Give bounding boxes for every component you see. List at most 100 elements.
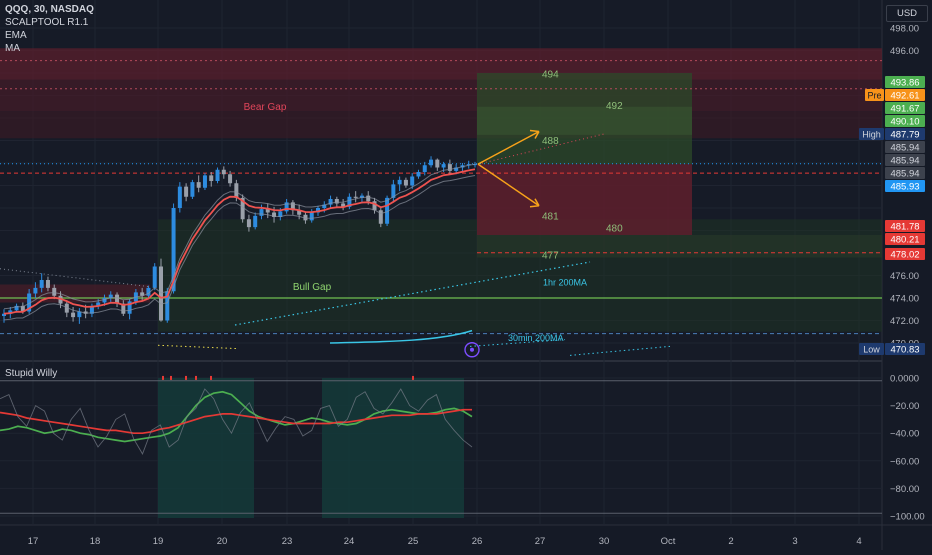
sub-zone-2: [322, 378, 364, 518]
price-label-text-12: 470.83: [890, 345, 919, 356]
candle-body-22: [140, 292, 145, 296]
candle-body-59: [372, 201, 377, 211]
price-label-text-9: 481.78: [890, 222, 919, 233]
target-label-477: 477: [542, 251, 559, 262]
price-tick-3: 476.00: [890, 271, 919, 282]
ma-projection-2: [569, 345, 671, 356]
sub-zone-3: [364, 378, 464, 518]
candle-body-14: [89, 305, 94, 314]
candle-body-37: [234, 183, 239, 198]
candle-body-20: [127, 301, 132, 314]
time-tick-7: 26: [472, 536, 483, 547]
candle-body-8: [52, 287, 57, 296]
alert-marker-dot: [470, 347, 474, 352]
sub-zone-1: [158, 378, 254, 518]
candle-body-33: [209, 175, 214, 181]
price-tag-pre: [865, 89, 884, 101]
candle-body-18: [115, 294, 120, 304]
candle-body-69: [435, 159, 440, 168]
price-tick-0: 498.00: [890, 24, 919, 35]
bear-zone-mid: [0, 79, 882, 112]
candle-body-4: [27, 293, 32, 312]
candle-body-12: [77, 311, 82, 318]
price-label-box-11: [885, 248, 925, 260]
candle-body-30: [190, 182, 195, 197]
price-label-box-1: [885, 89, 925, 101]
time-tick-12: 3: [792, 536, 797, 547]
candle-body-68: [429, 159, 434, 166]
time-tick-13: 4: [856, 536, 861, 547]
price-label-text-3: 490.10: [890, 117, 919, 128]
time-tick-1: 18: [90, 536, 101, 547]
target-label-480: 480: [606, 224, 623, 235]
sub-signal-marker-5: [412, 375, 414, 380]
symbol-title[interactable]: QQQ, 30, NASDAQ: [5, 4, 94, 15]
price-label-box-7: [885, 167, 925, 179]
candle-body-41: [259, 209, 264, 216]
price-label-box-5: [885, 141, 925, 153]
candle-body-57: [359, 195, 364, 198]
arrow-up-line: [477, 130, 540, 165]
target-label-492: 492: [606, 101, 623, 112]
price-label-text-1: 492.61: [890, 91, 919, 102]
price-tag-low: [859, 343, 884, 355]
price-label-text-2: 491.67: [890, 104, 919, 115]
arrow-down-head: [529, 198, 540, 208]
indicator-scalptool[interactable]: SCALPTOOL R1.1: [5, 17, 89, 28]
candle-body-70: [441, 164, 446, 168]
candle-body-43: [272, 212, 277, 217]
price-label-box-0: [885, 76, 925, 88]
sub-tick-5: −100.00: [890, 512, 925, 523]
oscillator-series-1: [0, 408, 472, 435]
candle-body-46: [290, 202, 295, 211]
price-tick-1: 496.00: [890, 46, 919, 57]
ma-band-upper: [3, 163, 476, 310]
sub-signal-marker-0: [162, 375, 164, 380]
candle-body-5: [33, 287, 38, 294]
projection-long-inner: [477, 106, 692, 135]
candle-body-38: [240, 197, 245, 220]
indicator-ema[interactable]: EMA: [5, 30, 27, 41]
candle-body-39: [246, 219, 251, 228]
price-tag-label-4: High: [862, 130, 881, 140]
candle-body-32: [202, 175, 207, 188]
ma-band-lower: [3, 175, 476, 321]
candle-body-11: [71, 312, 76, 318]
candle-body-26: [165, 291, 170, 321]
price-label-text-10: 480.21: [890, 235, 919, 246]
sub-signal-marker-2: [185, 375, 187, 380]
candle-body-54: [341, 203, 346, 207]
time-tick-10: Oct: [661, 536, 676, 547]
subpanel-title[interactable]: Stupid Willy: [5, 368, 58, 379]
candle-body-50: [316, 208, 320, 213]
candle-body-63: [397, 179, 402, 185]
candle-body-74: [466, 164, 471, 166]
oscillator-series-2: [0, 388, 473, 455]
candle-body-3: [20, 305, 25, 312]
price-label-box-8: [885, 180, 925, 192]
time-tick-11: 2: [728, 536, 733, 547]
currency-button[interactable]: USD: [886, 5, 928, 22]
indicator-ma[interactable]: MA: [5, 43, 20, 54]
candle-body-19: [121, 303, 126, 314]
price-label-text-7: 485.94: [890, 169, 919, 180]
time-tick-8: 27: [535, 536, 546, 547]
target-label-488: 488: [542, 136, 559, 147]
target-label-481: 481: [542, 211, 559, 222]
candle-body-44: [278, 211, 283, 217]
candle-body-7: [45, 280, 50, 288]
candle-body-24: [152, 266, 157, 288]
price-label-text-6: 485.94: [890, 156, 919, 167]
bear-zone-top: [0, 48, 882, 80]
candle-body-60: [378, 210, 383, 224]
sub-tick-2: −40.00: [890, 429, 919, 440]
candle-body-58: [366, 195, 371, 202]
alert-marker-ring: [464, 342, 480, 358]
time-tick-9: 30: [599, 536, 610, 547]
candle-body-72: [454, 167, 459, 171]
candle-body-31: [196, 182, 201, 188]
price-label-box-6: [885, 154, 925, 166]
price-label-text-11: 478.02: [890, 250, 919, 261]
